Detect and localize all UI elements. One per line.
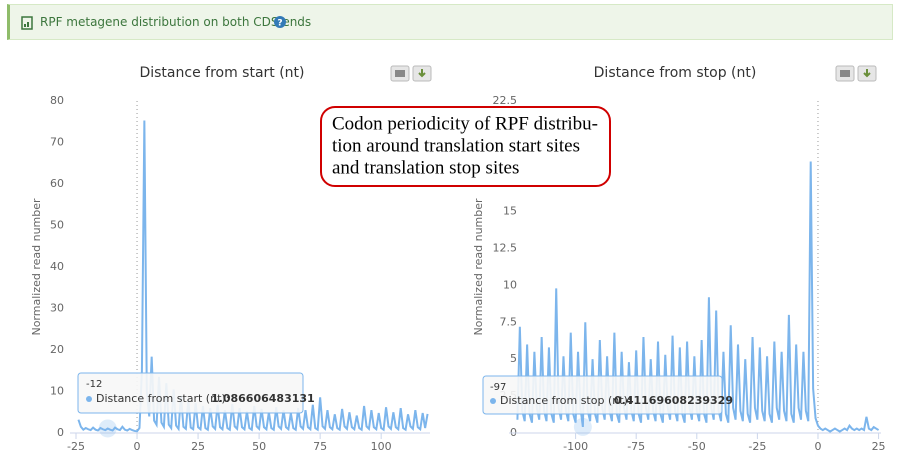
y-axis-label: Normalized read number [30, 198, 43, 336]
x-tick-label: -25 [67, 440, 85, 453]
tooltip-label: Distance from start (nt): [96, 392, 229, 405]
x-tick-label: -25 [748, 440, 766, 453]
hover-halo [98, 419, 117, 438]
tooltip-value: 0.41169608239329 [614, 394, 733, 407]
svg-text:?: ? [277, 19, 282, 29]
x-tick-label: 75 [313, 440, 327, 453]
tooltip-label: Distance from stop (nt): [500, 394, 632, 407]
hover-halo [573, 417, 592, 436]
y-tick-label: 60 [50, 177, 64, 190]
chart-icon [21, 16, 33, 30]
x-tick-label: 25 [191, 440, 205, 453]
chart-title: Distance from stop (nt) [594, 65, 757, 81]
y-tick-label: 30 [50, 302, 64, 315]
y-tick-label: 80 [50, 94, 64, 107]
tooltip: -12 Distance from start (nt): 1.08660648… [77, 372, 315, 414]
annotation-line: tion around translation start sites [332, 135, 580, 156]
tooltip-x: -97 [490, 382, 506, 393]
y-tick-label: 15 [503, 205, 517, 218]
x-tick-label: 25 [872, 440, 886, 453]
y-tick-label: 22.5 [493, 94, 518, 107]
y-tick-label: 50 [50, 219, 64, 232]
y-tick-label: 7.5 [500, 315, 518, 328]
y-tick-label: 10 [503, 278, 517, 291]
tooltip-value: 1.086606483131 [211, 392, 315, 405]
data-line [516, 161, 880, 433]
annotation-line: and translation stop sites [332, 157, 519, 178]
y-tick-label: 12.5 [493, 242, 518, 255]
x-tick-label: -75 [627, 440, 645, 453]
y-tick-label: 0 [57, 426, 64, 439]
x-tick-label: -100 [563, 440, 588, 453]
export-buttons[interactable] [390, 65, 877, 82]
x-tick-label: -50 [688, 440, 706, 453]
y-tick-label: 40 [50, 260, 64, 273]
annotation: Codon periodicity of RPF distribu- tion … [320, 106, 611, 187]
x-tick-label: 50 [252, 440, 266, 453]
y-tick-label: 5 [510, 352, 517, 365]
x-tick-label: 0 [814, 440, 821, 453]
tooltip-x: -12 [86, 379, 102, 390]
y-axis-label: Normalized read number [472, 198, 485, 336]
y-tick-label: 70 [50, 136, 64, 149]
help-icon[interactable]: ? [274, 16, 286, 28]
y-tick-label: 10 [50, 385, 64, 398]
y-tick-label: 20 [50, 343, 64, 356]
x-tick-label: 0 [134, 440, 141, 453]
x-tick-label: 100 [371, 440, 392, 453]
panel-header: RPF metagene distribution on both CDS en… [7, 4, 893, 40]
panel-title: RPF metagene distribution on both CDS en… [40, 15, 312, 29]
chart-title: Distance from start (nt) [139, 65, 304, 81]
annotation-line: Codon periodicity of RPF distribu- [332, 113, 598, 134]
tooltip: -97 Distance from stop (nt): 0.411696082… [482, 375, 733, 415]
data-line [77, 120, 429, 433]
